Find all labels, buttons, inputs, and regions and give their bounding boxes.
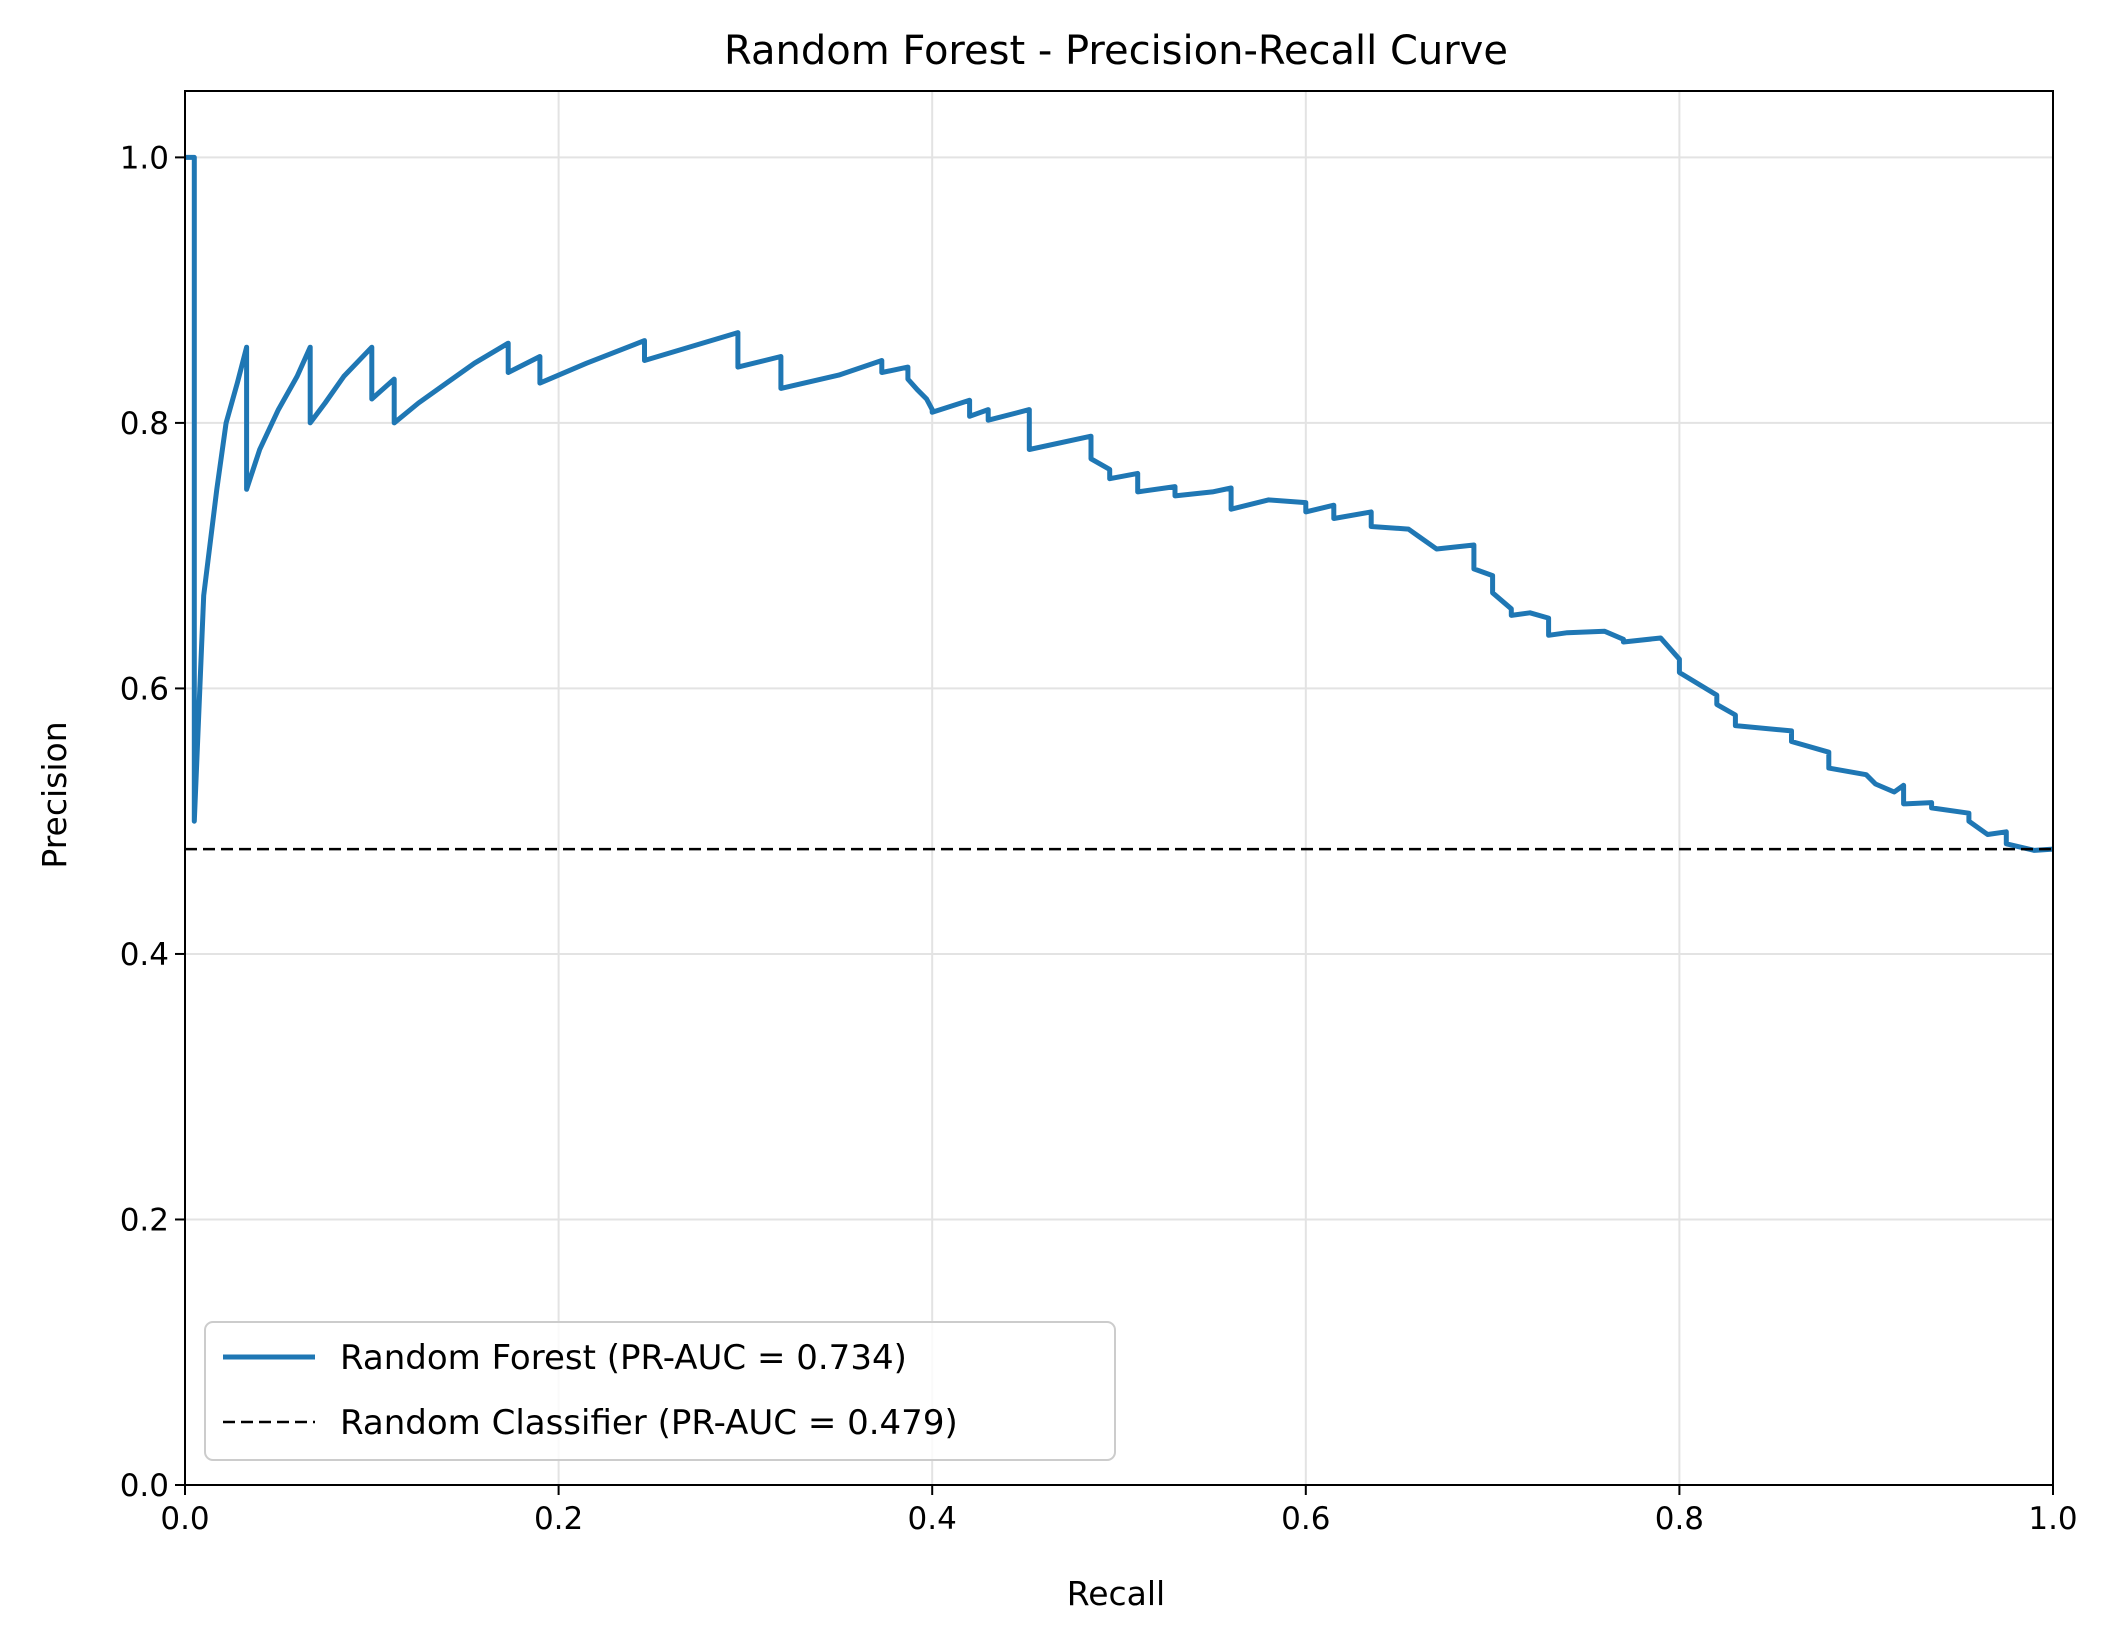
series-line-0 [185,154,2054,853]
y-tick-label: 0.6 [120,671,169,707]
x-tick-label: 0.8 [1655,1501,1704,1537]
legend: Random Forest (PR-AUC = 0.734) Random Cl… [204,1321,1116,1461]
legend-label-random-classifier: Random Classifier (PR-AUC = 0.479) [340,1403,958,1443]
y-tick-label: 0.0 [120,1468,169,1504]
x-axis-label: Recall [1067,1574,1165,1613]
x-tick-label: 0.2 [534,1501,583,1537]
y-tick-label: 0.2 [120,1202,169,1238]
y-tick-label: 0.8 [120,406,169,442]
grid-lines [184,91,2054,1486]
y-axis: 0.0 0.2 0.4 0.6 0.8 1.0 [120,140,185,1504]
x-tick-label: 1.0 [2028,1501,2077,1537]
x-tick-label: 0.6 [1281,1501,1330,1537]
y-axis-label: Precision [35,721,74,868]
x-axis: 0.0 0.2 0.4 0.6 0.8 1.0 [160,1485,2078,1537]
x-tick-label: 0.0 [160,1501,209,1537]
y-tick-label: 1.0 [120,140,169,176]
plot-series [185,154,2054,853]
legend-box [204,1321,1116,1461]
legend-label-random-forest: Random Forest (PR-AUC = 0.734) [340,1338,907,1378]
y-tick-label: 0.4 [120,937,169,973]
x-tick-label: 0.4 [908,1501,957,1537]
chart-title: Random Forest - Precision-Recall Curve [724,28,1508,74]
plot-frame [184,90,2054,1486]
